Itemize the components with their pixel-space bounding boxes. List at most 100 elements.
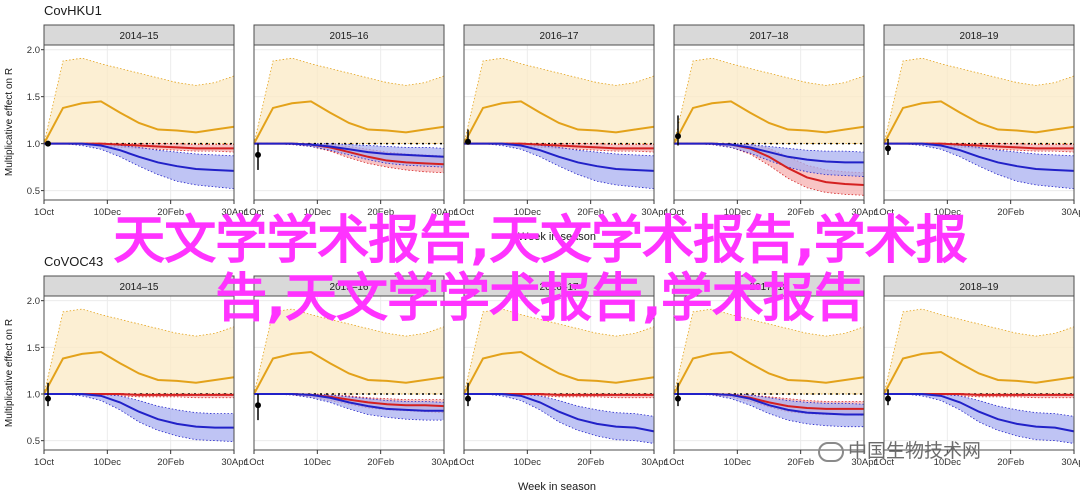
panel-border — [43, 44, 235, 201]
band-upper-dotted — [673, 57, 865, 144]
panel-label: 2018–19 — [960, 282, 999, 293]
panel-label: 2016–17 — [540, 31, 579, 42]
confidence-band — [674, 58, 864, 144]
start-point — [45, 140, 51, 147]
band-upper-dotted — [463, 57, 655, 144]
confidence-band — [674, 394, 864, 427]
x-tick-label: 20Feb — [787, 207, 814, 218]
x-tick-label: 10Dec — [514, 207, 542, 218]
x-tick-label: 10Dec — [304, 207, 332, 218]
x-tick-label: 30Apr — [221, 457, 246, 468]
start-point — [675, 133, 681, 140]
confidence-band — [674, 309, 864, 394]
x-tick-label: 10Dec — [94, 207, 122, 218]
panel-border — [253, 44, 445, 201]
x-tick-label: 10Dec — [934, 207, 962, 218]
series-line — [254, 142, 445, 158]
wechat-logo-icon — [818, 441, 844, 462]
series-line — [44, 142, 235, 172]
x-tick-label: 30Apr — [1061, 207, 1080, 218]
band-upper-dotted — [883, 57, 1075, 144]
confidence-band — [254, 58, 444, 144]
y-tick-label: 1.0 — [27, 390, 40, 401]
band-lower-dotted — [464, 143, 655, 190]
x-tick-label: 30Apr — [851, 457, 876, 468]
confidence-band — [44, 309, 234, 394]
series-line — [883, 350, 1075, 395]
x-tick-label: 1Oct — [34, 457, 54, 468]
confidence-band — [254, 143, 444, 173]
panel-border — [883, 44, 1075, 201]
x-tick-label: 1Oct — [244, 457, 264, 468]
x-tick-label: 20Feb — [787, 457, 814, 468]
x-tick-label: 30Apr — [1061, 457, 1080, 468]
band-upper-dotted — [463, 308, 655, 395]
panel-4: 2017–18 1Oct 10Dec 20Feb 30Apr — [664, 275, 877, 468]
y-tick-label: 1.0 — [27, 139, 40, 150]
x-tick-label: 30Apr — [221, 207, 246, 218]
chart-1: CovHKU1 Multiplicative effect on R 0.5 1.0 1… — [4, 3, 1080, 243]
x-tick-label: 20Feb — [367, 457, 394, 468]
panel-border — [463, 44, 655, 201]
panel-label: 2014–15 — [120, 282, 159, 293]
panel-3: 2016–17 1Oct 10Dec 20Feb 30Apr — [454, 275, 667, 468]
series-line — [44, 393, 234, 429]
x-tick-label: 1Oct — [454, 457, 474, 468]
panel-label: 2015–16 — [330, 282, 369, 293]
y-tick-label: 0.5 — [27, 186, 40, 197]
panel-label: 2017–18 — [750, 282, 789, 293]
x-tick-label: 30Apr — [431, 207, 456, 218]
y-tick-label: 1.5 — [27, 343, 40, 354]
x-tick-label: 30Apr — [641, 207, 666, 218]
series-line — [463, 350, 655, 395]
series-line — [43, 100, 235, 145]
start-point — [465, 138, 471, 145]
panel-label: 2016–17 — [540, 282, 579, 293]
band-upper-dotted — [883, 308, 1075, 395]
confidence-band — [884, 309, 1074, 394]
y-axis-label: Multiplicative effect on R — [4, 319, 15, 427]
x-tick-label: 1Oct — [244, 207, 264, 218]
panel-2: 2015–16 1Oct 10Dec 20Feb 30Apr — [244, 24, 457, 218]
confidence-band — [884, 58, 1074, 144]
panel-label: 2017–18 — [750, 31, 789, 42]
y-tick-label: 1.5 — [27, 92, 40, 103]
start-point — [255, 151, 261, 158]
x-tick-label: 20Feb — [577, 207, 604, 218]
panel-border — [463, 295, 655, 451]
x-tick-label: 10Dec — [934, 457, 962, 468]
series-line — [884, 393, 1075, 433]
watermark-text: 中国生物技术网 — [848, 440, 982, 462]
band-upper-dotted — [673, 308, 865, 395]
confidence-band — [254, 309, 444, 394]
x-tick-label: 20Feb — [367, 207, 394, 218]
chart-title: CovHKU1 — [44, 3, 102, 18]
start-point — [675, 395, 681, 402]
watermark: 中国生物技术网 — [818, 436, 981, 463]
series-line — [253, 350, 445, 395]
y-tick-label: 2.0 — [27, 296, 40, 307]
x-tick-label: 1Oct — [664, 457, 684, 468]
x-tick-label: 30Apr — [431, 457, 456, 468]
x-tick-label: 20Feb — [997, 207, 1024, 218]
series-line — [464, 142, 655, 172]
band-upper-dotted — [253, 308, 445, 395]
start-point — [465, 395, 471, 402]
confidence-band — [464, 58, 654, 144]
confidence-band — [674, 143, 864, 177]
x-tick-label: 10Dec — [94, 457, 122, 468]
confidence-band — [464, 394, 654, 444]
x-tick-label: 10Dec — [514, 457, 542, 468]
panel-border — [673, 295, 865, 451]
start-point — [45, 395, 51, 402]
panel-label: 2015–16 — [330, 31, 369, 42]
panel-label: 2018–19 — [960, 31, 999, 42]
panel-border — [673, 44, 865, 201]
x-tick-label: 1Oct — [34, 207, 54, 218]
series-line — [463, 100, 655, 145]
series-line — [43, 350, 235, 395]
x-tick-label: 20Feb — [997, 457, 1024, 468]
series-line — [253, 100, 445, 145]
x-tick-label: 10Dec — [304, 457, 332, 468]
